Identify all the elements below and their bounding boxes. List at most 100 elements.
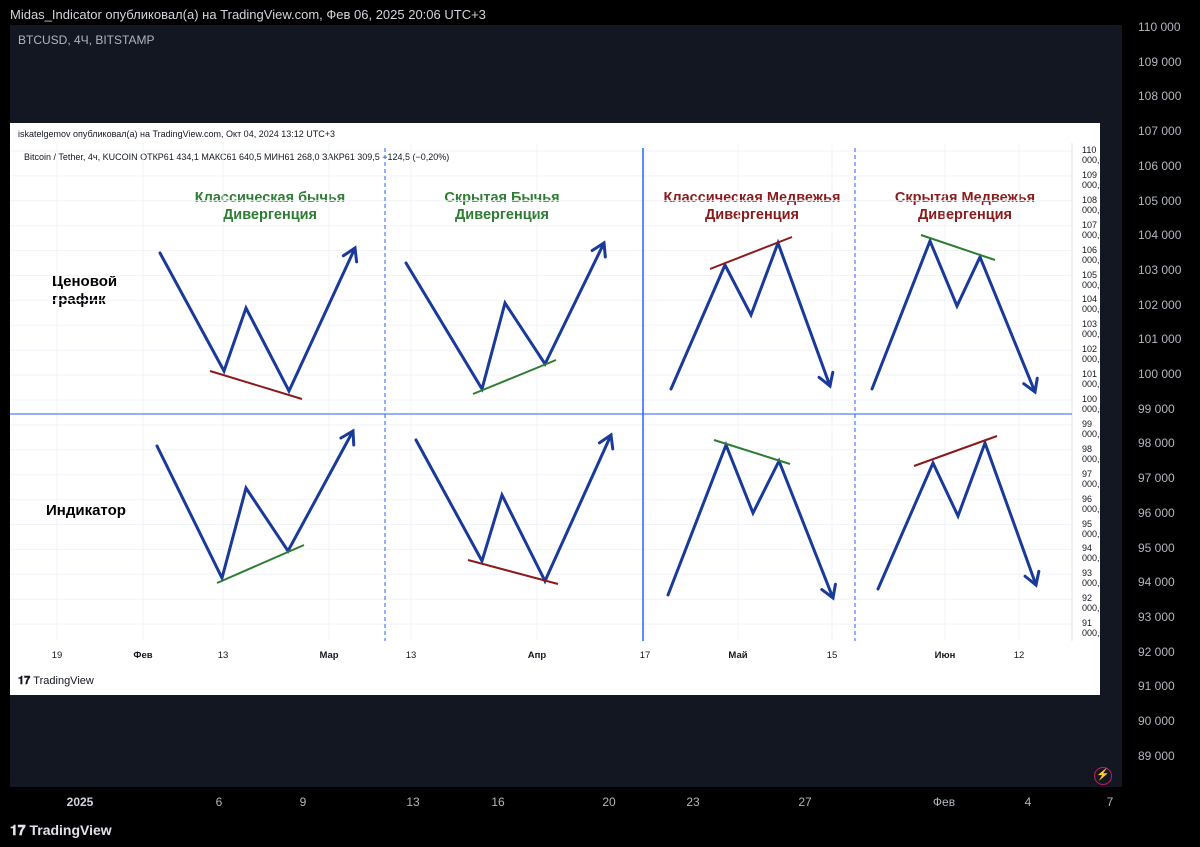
outer-price-tick: 110 000: [1138, 20, 1181, 34]
outer-price-tick: 102 000: [1138, 297, 1182, 312]
divergence-line: [209, 370, 303, 400]
inner-price-tick: 94 000,0: [1082, 543, 1105, 564]
arrow-down-icon: [817, 370, 835, 389]
outer-price-tick: 95 000: [1138, 540, 1175, 555]
inner-date-tick: Апр: [527, 650, 547, 661]
outer-date-tick: 23: [686, 795, 700, 809]
divergence-line: [920, 234, 996, 261]
inner-price-tick: 106 000,0: [1082, 244, 1105, 265]
outer-date-tick: 20: [602, 795, 616, 809]
outer-price-tick: 90 000: [1138, 714, 1175, 728]
inner-date-tick: 15: [826, 650, 838, 661]
outer-date-tick: 7: [1106, 795, 1114, 809]
divergence-line: [216, 544, 305, 584]
inner-date-tick: Июн: [934, 650, 956, 661]
outer-date-tick: 16: [491, 795, 505, 809]
panel-heading: Скрытая Бычья Дивергенция: [444, 190, 560, 223]
indicator-label: Индикатор: [46, 502, 126, 519]
inner-publish-info: iskatelgemov опубликовал(а) на TradingVi…: [18, 129, 335, 139]
inner-price-tick: 108 000,0: [1082, 194, 1105, 215]
panel-heading: Классическая бычья Дивергенция: [194, 190, 346, 223]
inner-date-tick: Май: [728, 650, 748, 661]
arrow-down-icon: [1022, 376, 1039, 395]
outer-date-tick: Фев: [932, 795, 956, 809]
arrow-up-icon: [597, 432, 615, 451]
outer-price-tick: 109 000: [1138, 54, 1182, 69]
inner-price-tick: 99 000,0: [1082, 418, 1105, 439]
inner-tradingview-logo: 𝟏𝟕 TradingView: [18, 675, 94, 688]
tv-logo-text: TradingView: [29, 822, 112, 838]
outer-price-tick: 107 000: [1138, 124, 1182, 139]
indicator-line: [876, 438, 1038, 591]
price-line: [870, 236, 1037, 394]
outer-date-tick: 13: [406, 795, 420, 809]
inner-date-tick: 12: [1013, 650, 1025, 661]
outer-price-tick: 105 000: [1138, 193, 1182, 208]
outer-date-tick: 27: [798, 795, 812, 809]
embedded-screenshot: iskatelgemov опубликовал(а) на TradingVi…: [10, 123, 1105, 695]
tv-logo-icon: 𝟏𝟕: [18, 675, 34, 687]
outer-price-tick: 92 000: [1138, 644, 1175, 659]
divergence-line: [709, 236, 793, 270]
panel-heading: Классическая Медвежья Дивергенция: [663, 190, 841, 223]
outer-date-tick: 6: [215, 795, 223, 809]
symbol-legend[interactable]: BTCUSD, 4Ч, BITSTAMP: [18, 33, 155, 47]
outer-price-tick: 94 000: [1138, 575, 1175, 590]
outer-price-tick: 97 000: [1138, 471, 1175, 486]
divergence-diagram: [10, 143, 1073, 641]
indicator-line: [414, 433, 613, 585]
outer-price-tick: 89 000: [1138, 748, 1175, 763]
outer-price-tick: 108 000: [1138, 89, 1182, 104]
publish-info: Midas_Indicator опубликовал(а) на Tradin…: [10, 7, 486, 22]
inner-price-tick: 102 000,0: [1082, 344, 1105, 365]
inner-price-tick: 101 000,0: [1082, 369, 1105, 390]
inner-date-tick: Фев: [133, 650, 153, 661]
inner-date-tick: 13: [405, 650, 417, 661]
divergence-line: [467, 559, 559, 585]
divergence-line: [472, 359, 557, 395]
arrow-down-icon: [820, 582, 837, 601]
outer-date-tick: 9: [299, 795, 307, 809]
inner-logo-text: TradingView: [33, 675, 94, 687]
price-line: [669, 238, 832, 391]
outer-date-tick: 4: [1024, 795, 1032, 809]
lightning-icon[interactable]: ⚡: [1094, 767, 1112, 785]
outer-date-tick: 2025: [66, 795, 94, 809]
outer-price-tick: 106 000: [1138, 158, 1182, 173]
outer-price-tick: 99 000: [1138, 401, 1175, 416]
inner-price-tick: 109 000,0: [1082, 169, 1105, 190]
inner-date-tick: Мар: [319, 650, 339, 661]
inner-date-tick: 13: [217, 650, 229, 661]
inner-date-tick: 17: [639, 650, 651, 661]
inner-price-tick: 100 000,0: [1082, 394, 1105, 414]
inner-price-tick: 97 000,0: [1082, 468, 1105, 489]
inner-price-tick: 93 000,0: [1082, 568, 1105, 589]
arrow-up-icon: [341, 245, 359, 264]
inner-price-tick: 98 000,0: [1082, 443, 1105, 464]
arrow-down-icon: [1023, 569, 1041, 588]
outer-price-tick: 101 000: [1138, 332, 1182, 347]
outer-price-tick: 98 000: [1138, 436, 1175, 451]
outer-price-tick: 100 000: [1138, 367, 1182, 381]
indicator-line: [666, 440, 835, 600]
divergence-line: [713, 439, 791, 465]
inner-price-tick: 104 000,0: [1082, 294, 1105, 315]
price-line: [158, 246, 357, 395]
tv-logo-icon: 𝟏𝟕: [10, 822, 30, 838]
tradingview-logo: 𝟏𝟕 TradingView: [10, 822, 112, 839]
outer-price-tick: 93 000: [1138, 609, 1175, 624]
inner-price-tick: 95 000,0: [1082, 518, 1105, 539]
inner-price-tick: 103 000,0: [1082, 319, 1105, 340]
indicator-line: [155, 429, 355, 583]
inner-date-tick: 19: [51, 650, 63, 661]
outer-price-tick: 91 000: [1138, 679, 1175, 694]
arrow-up-icon: [590, 240, 607, 259]
outer-price-tick: 96 000: [1138, 505, 1175, 520]
price-chart-label: Ценовой график: [52, 273, 118, 308]
outer-price-tick: 104 000: [1138, 228, 1182, 243]
inner-price-tick: 105 000,0: [1082, 269, 1105, 290]
inner-symbol-legend: Bitcoin / Tether, 4ч, KUCOIN ОТКР61 434,…: [24, 152, 450, 162]
inner-price-tick: 96 000,0: [1082, 493, 1105, 514]
inner-price-tick: 92 000,0: [1082, 593, 1105, 614]
